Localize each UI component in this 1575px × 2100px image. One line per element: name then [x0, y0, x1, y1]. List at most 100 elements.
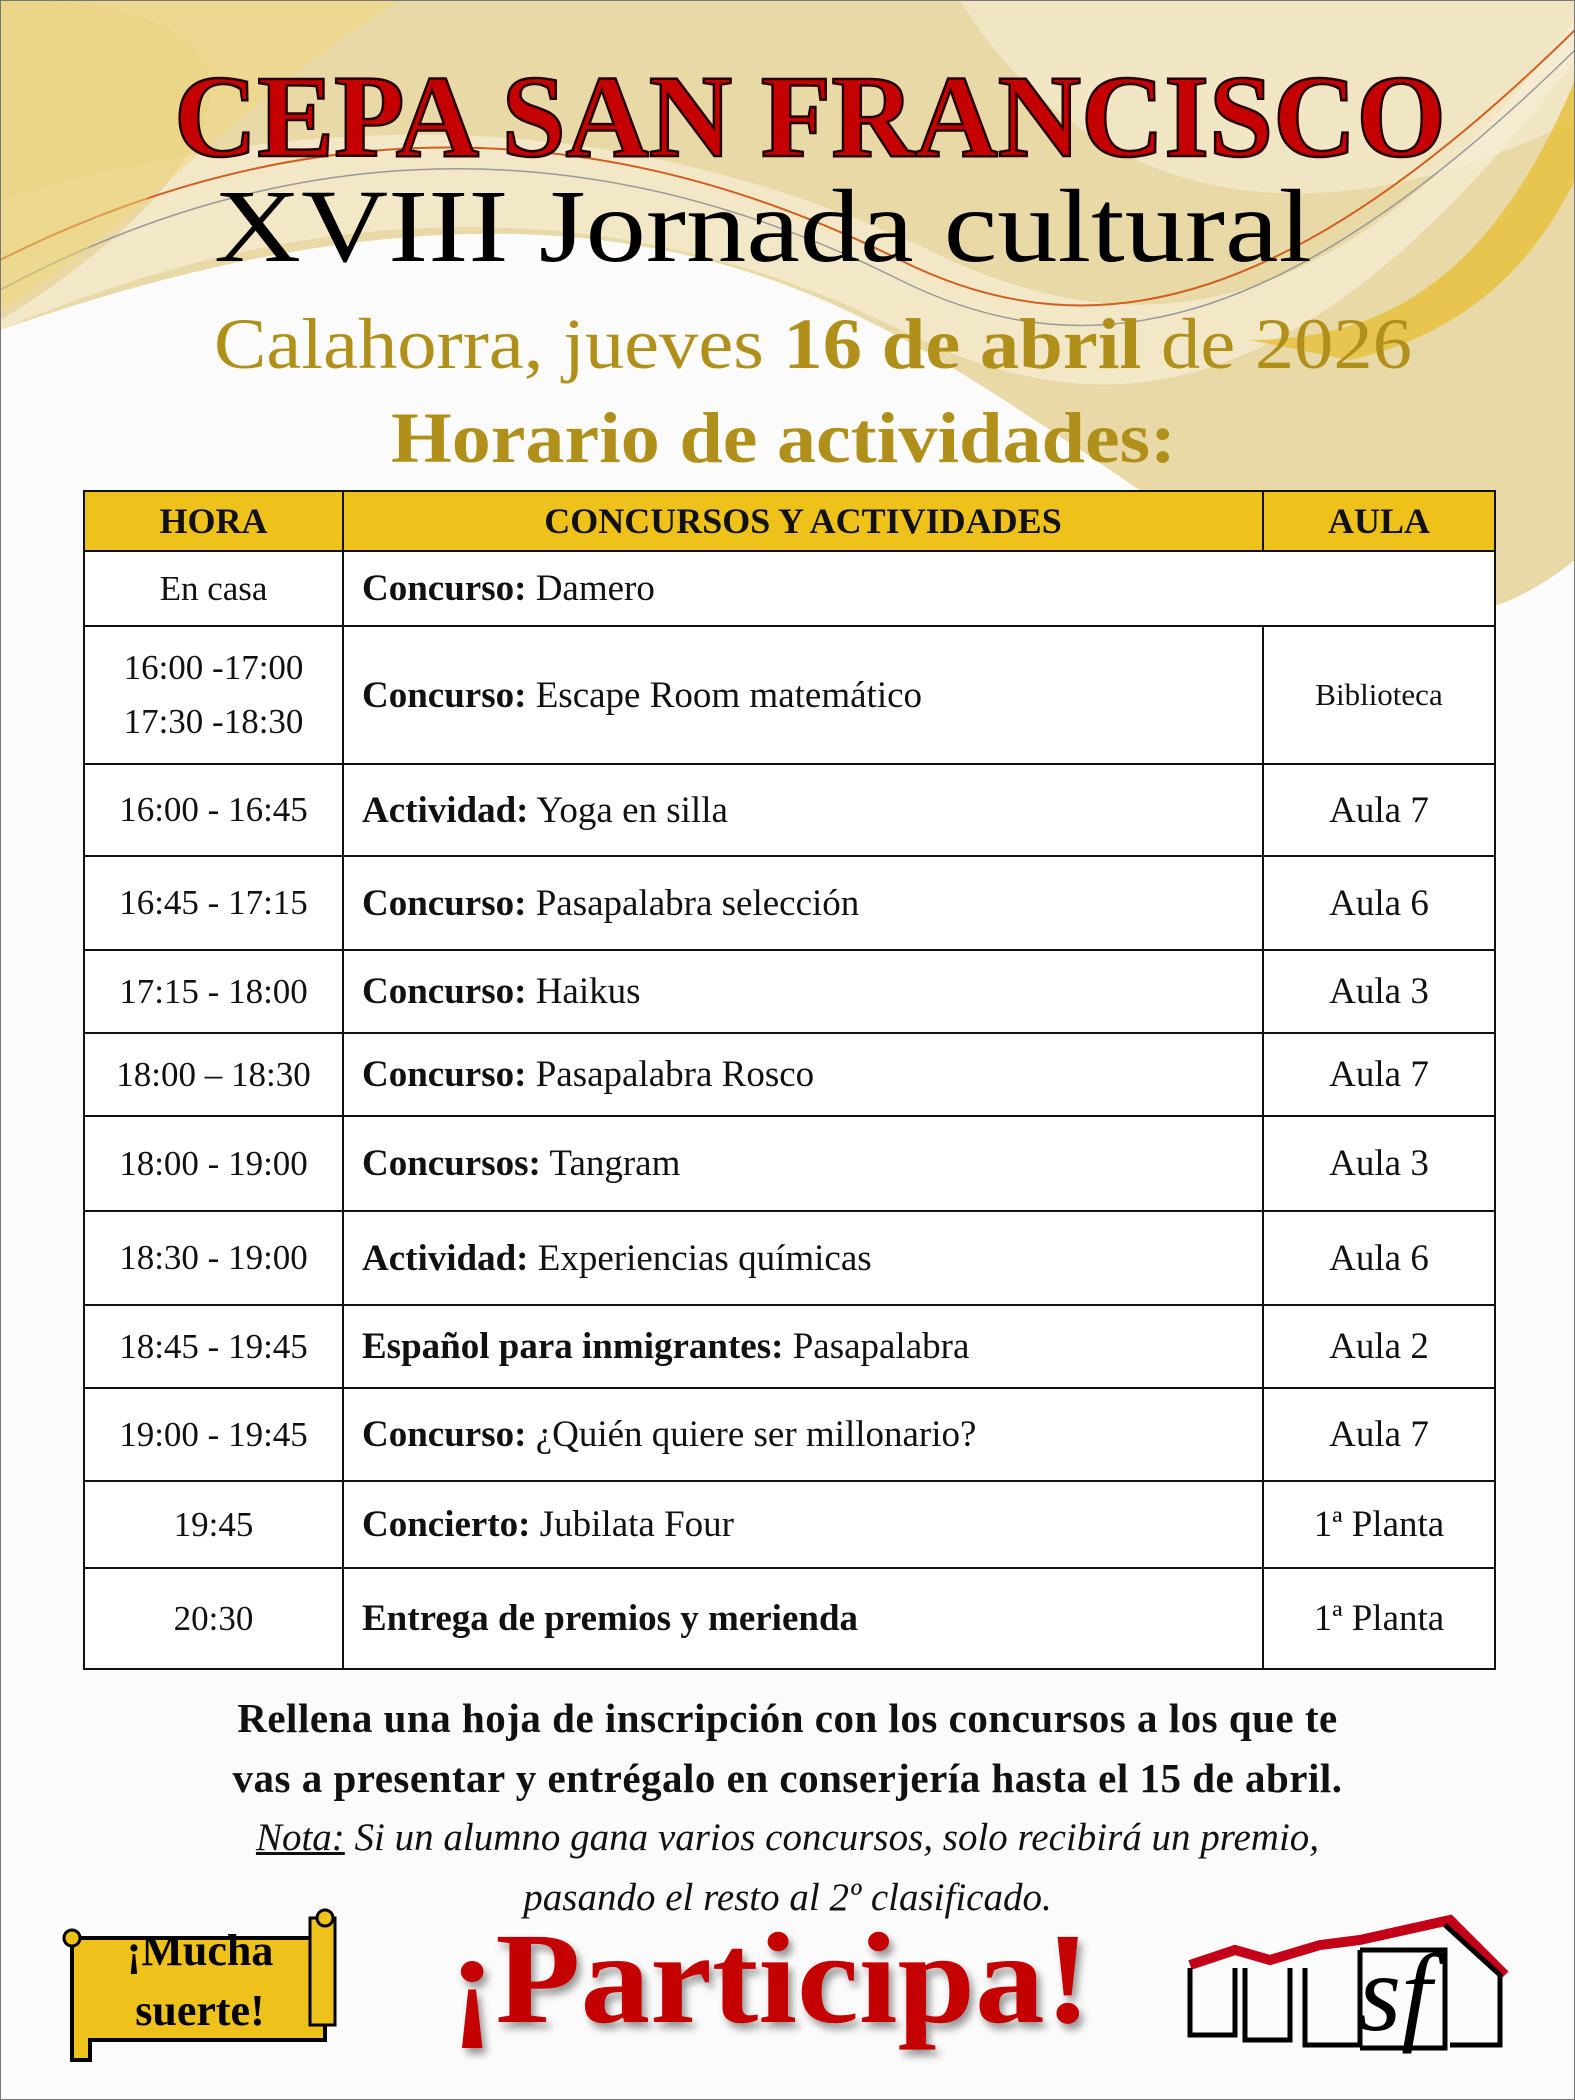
activity-label: Entrega de premios y merienda [362, 1598, 859, 1639]
activity-label: Concurso: [362, 568, 527, 609]
activity-cell: Actividad: Experiencias químicas [342, 1210, 1264, 1306]
activity-label: Concierto: [362, 1504, 531, 1545]
time-cell: 20:30 [83, 1567, 344, 1670]
note-line-2: pasando el resto al 2º clasificado. [523, 1876, 1052, 1919]
table-row: 19:45 Concierto: Jubilata Four 1ª Planta [83, 1480, 1496, 1569]
event-date: Calahorra, jueves 16 de abril de 2026 [214, 304, 1412, 384]
room-cell: Aula 7 [1262, 1032, 1496, 1117]
scroll-line-1: ¡Mucha [127, 1926, 274, 1975]
activity-label: Concurso: [362, 674, 527, 716]
activity-label: Concurso: [362, 971, 527, 1012]
column-header-time: HORA [83, 490, 344, 552]
room-cell: Aula 6 [1262, 855, 1496, 951]
time-cell: 17:15 - 18:00 [83, 949, 344, 1034]
good-luck-scroll: ¡Mucha suerte! [62, 1908, 337, 2062]
time-text: 19:45 [173, 1504, 254, 1544]
activity-name: Pasapalabra Rosco [526, 1054, 815, 1095]
activity-name: Damero [526, 568, 655, 609]
instructions-line-2: vas a presentar y entrégalo en conserjer… [232, 1755, 1343, 1801]
table-row: 17:15 - 18:00 Concurso: Haikus Aula 3 [83, 949, 1496, 1034]
activity-cell: Concurso: Damero [342, 550, 1496, 627]
table-row: 18:45 - 19:45 Español para inmigrantes: P… [83, 1304, 1496, 1389]
time-text: 18:00 - 19:00 [119, 1143, 308, 1183]
activity-name: Escape Room matemático [526, 674, 923, 716]
activity-name: Jubilata Four [530, 1504, 734, 1545]
time-cell: En casa [83, 550, 344, 627]
time-text: 19:00 - 19:45 [119, 1414, 308, 1454]
time-text: 18:30 - 19:00 [119, 1238, 308, 1277]
time-cell: 19:00 - 19:45 [83, 1387, 344, 1482]
time-cell: 19:45 [83, 1480, 344, 1569]
activity-cell: Concursos: Tangram [342, 1115, 1264, 1212]
table-row: 20:30 Entrega de premios y merienda 1ª Pla… [83, 1567, 1496, 1670]
activity-label: Concurso: [362, 1054, 527, 1095]
svg-text:sf: sf [1358, 1932, 1445, 2054]
activity-label: Concurso: [362, 882, 527, 924]
activity-name: Pasapalabra selección [526, 882, 860, 924]
table-row: 16:45 - 17:15 Concurso: Pasapalabra selec… [83, 855, 1496, 951]
registration-instructions: Rellena una hoja de inscripción con los … [0, 1688, 1575, 1808]
activity-cell: Concurso: Escape Room matemático [342, 625, 1264, 765]
scroll-line-2: suerte! [135, 1986, 265, 2035]
room-cell: Aula 3 [1262, 1115, 1496, 1212]
table-row: 16:00 - 16:45 Actividad: Yoga en silla Aul… [83, 763, 1496, 857]
room-cell: Aula 3 [1262, 949, 1496, 1034]
table-row: 18:30 - 19:00 Actividad: Experiencias quí… [83, 1210, 1496, 1306]
time-text: 16:45 - 17:15 [119, 883, 308, 922]
room-cell: Aula 6 [1262, 1210, 1496, 1306]
activity-label: Español para inmigrantes: [362, 1326, 784, 1367]
activity-name: Haikus [526, 971, 641, 1012]
time-text: 18:00 – 18:30 [116, 1054, 311, 1094]
activity-name: Yoga en silla [528, 789, 728, 831]
activity-cell: Entrega de premios y merienda [342, 1567, 1264, 1670]
note: Nota: Si un alumno gana varios concursos… [0, 1808, 1575, 1928]
event-title: XVIII Jornada cultural [214, 169, 1312, 284]
room-cell: Aula 2 [1262, 1304, 1496, 1389]
room-cell: Aula 7 [1262, 763, 1496, 857]
time-text: 20:30 [173, 1598, 254, 1638]
activity-name: Pasapalabra [783, 1326, 970, 1367]
activity-cell: Concurso: Haikus [342, 949, 1264, 1034]
time-text: En casa [159, 568, 268, 608]
time-cell: 16:00 -17:00 17:30 -18:30 [83, 625, 344, 765]
time-cell: 18:00 - 19:00 [83, 1115, 344, 1212]
column-header-activity: CONCURSOS Y ACTIVIDADES [342, 490, 1264, 552]
time-cell: 16:45 - 17:15 [83, 855, 344, 951]
room-cell: 1ª Planta [1262, 1480, 1496, 1569]
note-line-1: Si un alumno gana varios concursos, solo… [344, 1816, 1320, 1859]
schedule-table: HORA CONCURSOS Y ACTIVIDADES AULA En cas… [83, 490, 1496, 1670]
table-row: 19:00 - 19:45 Concurso: ¿Quién quiere ser… [83, 1387, 1496, 1482]
time-text: 16:00 - 16:45 [119, 790, 308, 829]
time-text: 16:00 -17:00 [123, 648, 304, 687]
instructions-line-1: Rellena una hoja de inscripción con los … [237, 1695, 1338, 1741]
activity-name: Tangram [540, 1143, 681, 1184]
schedule-title: Horario de actividades: [391, 398, 1176, 478]
note-label: Nota: [255, 1816, 345, 1859]
activity-label: Actividad: [362, 789, 529, 831]
time-text: 17:30 -18:30 [123, 702, 304, 741]
time-cell: 18:00 – 18:30 [83, 1032, 344, 1117]
table-row: 16:00 -17:00 17:30 -18:30 Concurso: Escape… [83, 625, 1496, 765]
room-cell: 1ª Planta [1262, 1567, 1496, 1670]
activity-label: Concursos: [362, 1143, 541, 1184]
activity-cell: Concurso: Pasapalabra Rosco [342, 1032, 1264, 1117]
activity-cell: Concurso: Pasapalabra selección [342, 855, 1264, 951]
room-cell: Biblioteca [1262, 625, 1496, 765]
activity-cell: Concurso: ¿Quién quiere ser millonario? [342, 1387, 1264, 1482]
table-row: 18:00 - 19:00 Concursos: Tangram Aula 3 [83, 1115, 1496, 1212]
column-header-room: AULA [1262, 490, 1496, 552]
activity-name: ¿Quién quiere ser millonario? [526, 1414, 977, 1455]
activity-cell: Actividad: Yoga en silla [342, 763, 1264, 857]
table-row: 18:00 – 18:30 Concurso: Pasapalabra Rosco… [83, 1032, 1496, 1117]
time-cell: 18:30 - 19:00 [83, 1210, 344, 1306]
time-cell: 16:00 - 16:45 [83, 763, 344, 857]
table-header-row: HORA CONCURSOS Y ACTIVIDADES AULA [83, 490, 1496, 552]
activity-cell: Concierto: Jubilata Four [342, 1480, 1264, 1569]
participate-cta: ¡Participa! [449, 1907, 1091, 2051]
time-cell: 18:45 - 19:45 [83, 1304, 344, 1389]
school-logo: sf [1187, 1914, 1509, 2054]
table-row: En casa Concurso: Damero [83, 550, 1496, 627]
room-cell: Aula 7 [1262, 1387, 1496, 1482]
